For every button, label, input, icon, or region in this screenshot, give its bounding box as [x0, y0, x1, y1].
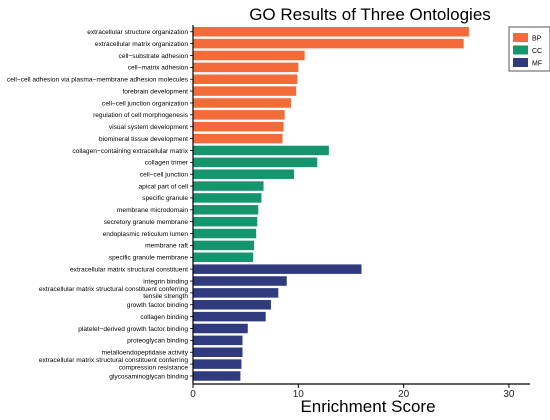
bar-28 — [193, 359, 242, 369]
bar-7 — [193, 110, 285, 120]
category-label-29: glycosaminoglycan binding — [109, 373, 188, 380]
category-label-26: proteoglycan binding — [127, 338, 188, 345]
bar-8 — [193, 121, 284, 132]
bar-21 — [193, 276, 287, 286]
category-label-28: extracellular matrix structural constitu… — [39, 357, 188, 371]
legend-label-mf: MF — [532, 61, 542, 68]
category-label-4: cell−cell adhesion via plasma−membrane a… — [7, 77, 189, 84]
x-ticks: 0 10 20 30 — [190, 384, 515, 400]
category-label-25: platelet−derived growth factor binding — [78, 326, 188, 333]
bar-11 — [193, 157, 318, 168]
category-label-27: metalloendopeptidase activity — [101, 350, 188, 357]
bar-18 — [193, 240, 255, 251]
x-tick-label-2: 20 — [398, 389, 410, 400]
bar-22 — [193, 288, 279, 298]
x-axis-label: Enrichment Score — [300, 397, 435, 415]
bar-23 — [193, 300, 271, 310]
bar-10 — [193, 145, 329, 156]
bar-5 — [193, 86, 297, 96]
bar-26 — [193, 335, 243, 346]
category-label-3: cell−matrix adhesion — [128, 65, 189, 72]
x-tick-label-0: 0 — [190, 389, 196, 400]
bar-14 — [193, 193, 262, 203]
legend-swatch-cc — [513, 45, 528, 55]
category-label-17: endoplasmic reticulum lumen — [103, 231, 189, 238]
category-label-8: visual system development — [109, 124, 188, 131]
bar-6 — [193, 98, 291, 108]
legend-swatch-bp — [513, 33, 528, 42]
category-label-10: collagen−containing extracellular matrix — [72, 148, 188, 155]
category-label-7: regulation of cell morphogenesis — [93, 112, 189, 119]
legend: BP CC MF — [508, 26, 550, 72]
bar-16 — [193, 216, 258, 227]
category-label-11: collagen trimer — [145, 160, 189, 167]
bar-19 — [193, 252, 254, 263]
bar-24 — [193, 311, 266, 322]
category-label-22: extracellular matrix structural constitu… — [39, 286, 188, 300]
chart-title: GO Results of Three Ontologies — [249, 5, 491, 24]
bar-2 — [193, 50, 305, 61]
bar-27 — [193, 347, 243, 357]
bar-12 — [193, 169, 295, 179]
legend-label-cc: CC — [532, 48, 542, 55]
bar-1 — [193, 38, 464, 49]
bar-20 — [193, 264, 362, 274]
category-label-0: extracellular structure organization — [87, 29, 188, 36]
x-tick-label-3: 30 — [503, 389, 515, 400]
category-label-1: extracellular matrix organization — [95, 41, 188, 48]
category-label-20: extracellular matrix structural constitu… — [70, 266, 188, 273]
category-label-24: collagen binding — [140, 314, 188, 321]
category-label-2: cell−substrate adhesion — [119, 53, 189, 60]
bar-17 — [193, 228, 257, 239]
category-label-21: integrin binding — [143, 278, 188, 285]
bars-layer — [193, 27, 469, 381]
bar-15 — [193, 205, 259, 215]
category-label-18: membrane raft — [145, 243, 188, 250]
bar-3 — [193, 62, 299, 73]
category-label-5: forebrain development — [122, 88, 188, 95]
category-label-16: secretory granule membrane — [104, 219, 189, 226]
category-label-15: membrane microdomain — [117, 207, 188, 214]
category-label-23: growth factor binding — [127, 302, 189, 309]
bar-13 — [193, 181, 264, 191]
bar-29 — [193, 371, 241, 381]
category-label-14: specific granule — [142, 195, 188, 202]
bar-25 — [193, 323, 248, 334]
bar-4 — [193, 74, 298, 84]
category-label-19: specific granule membrane — [109, 255, 188, 262]
category-label-9: biomineral tissue development — [99, 136, 188, 143]
category-labels: extracellular structure organization extr… — [7, 25, 194, 384]
category-label-13: apical part of cell — [139, 183, 189, 190]
category-label-6: cell−cell junction organization — [102, 100, 188, 107]
bar-9 — [193, 133, 283, 144]
category-label-12: cell−cell junction — [140, 171, 189, 178]
legend-label-bp: BP — [532, 36, 542, 43]
bar-0 — [193, 27, 469, 37]
legend-items: BP CC MF — [513, 33, 542, 68]
legend-swatch-mf — [513, 58, 528, 67]
x-tick-label-1: 10 — [293, 389, 305, 400]
